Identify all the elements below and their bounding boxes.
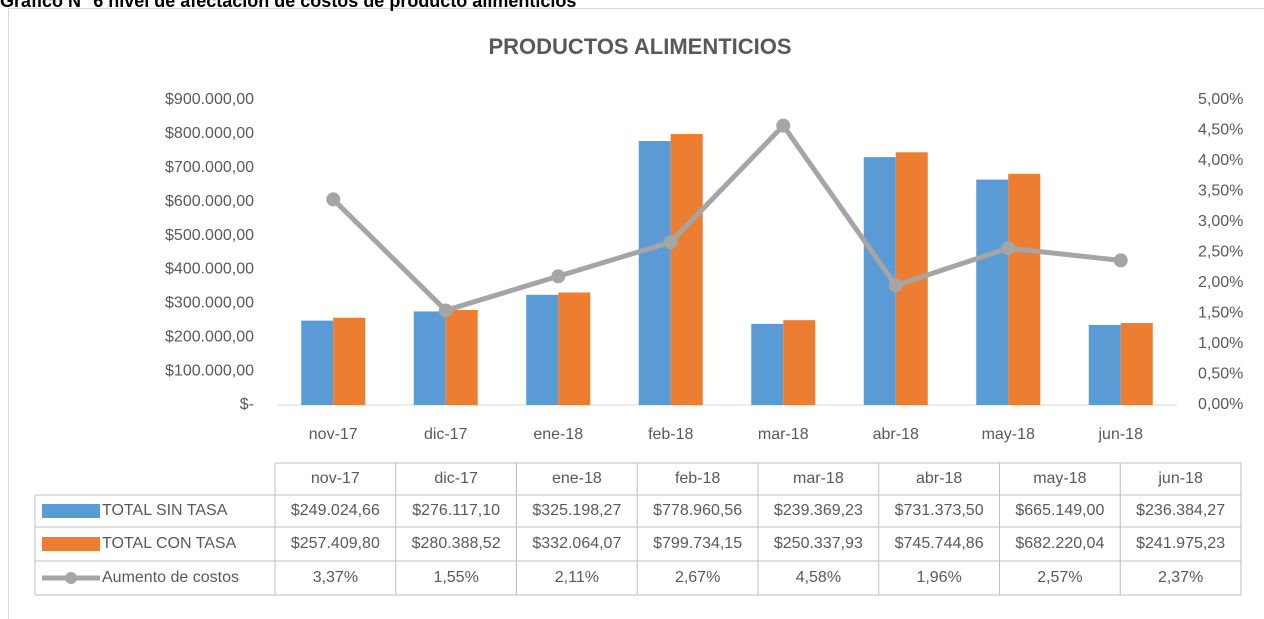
table-cell: $799.734,15 bbox=[653, 535, 742, 552]
y-tick-label: $300.000,00 bbox=[165, 295, 254, 312]
line-marker bbox=[326, 192, 341, 207]
table-cell: $731.373,50 bbox=[895, 502, 984, 519]
table-cell: $236.384,27 bbox=[1136, 502, 1225, 519]
y2-tick-label: 4,00% bbox=[1198, 152, 1243, 169]
y-tick-label: $100.000,00 bbox=[165, 362, 254, 379]
line-marker bbox=[663, 235, 678, 250]
bar bbox=[751, 323, 784, 405]
table-cell: 2,37% bbox=[1158, 569, 1203, 586]
table-header: feb-18 bbox=[675, 470, 720, 487]
chart-title: PRODUCTOS ALIMENTICIOS bbox=[488, 34, 791, 59]
table-cell: $249.024,66 bbox=[291, 502, 380, 519]
table-cell: 1,96% bbox=[916, 569, 961, 586]
bar bbox=[638, 141, 671, 405]
line-marker bbox=[551, 269, 566, 284]
y2-tick-label: 4,50% bbox=[1198, 122, 1243, 139]
line-series bbox=[331, 123, 1122, 313]
x-tick-label: jun-18 bbox=[1098, 426, 1144, 443]
table-cell: $332.064,07 bbox=[532, 535, 621, 552]
legend-label: TOTAL SIN TASA bbox=[102, 502, 228, 519]
bar bbox=[301, 320, 334, 405]
table-header: ene-18 bbox=[552, 470, 602, 487]
table-cell: $778.960,56 bbox=[653, 502, 742, 519]
bar bbox=[445, 309, 478, 405]
table-cell: 3,37% bbox=[313, 569, 358, 586]
line-marker bbox=[776, 118, 791, 133]
table-header: dic-17 bbox=[434, 470, 478, 487]
x-tick-label: ene-18 bbox=[533, 426, 583, 443]
y-tick-label: $- bbox=[240, 396, 254, 413]
table-cell: 4,58% bbox=[796, 569, 841, 586]
legend-label: TOTAL CON TASA bbox=[102, 535, 237, 552]
bar bbox=[1008, 173, 1041, 405]
table-cell: $665.149,00 bbox=[1015, 502, 1104, 519]
table-cell: $250.337,93 bbox=[774, 535, 863, 552]
y2-tick-label: 3,00% bbox=[1198, 213, 1243, 230]
table-cell: 1,55% bbox=[433, 569, 478, 586]
y2-tick-label: 0,00% bbox=[1198, 396, 1243, 413]
y-tick-label: $700.000,00 bbox=[165, 159, 254, 176]
line-marker bbox=[438, 303, 453, 318]
y-tick-label: $400.000,00 bbox=[165, 261, 254, 278]
bar bbox=[558, 292, 591, 405]
line-marker bbox=[888, 278, 903, 293]
y2-tick-label: 5,00% bbox=[1198, 91, 1243, 108]
y2-tick-label: 1,50% bbox=[1198, 305, 1243, 322]
caption: Gráfico N° 6 nivel de afectación de cost… bbox=[0, 0, 576, 11]
x-tick-label: abr-18 bbox=[873, 426, 919, 443]
y2-tick-label: 0,50% bbox=[1198, 366, 1243, 383]
y2-tick-label: 1,00% bbox=[1198, 335, 1243, 352]
bar bbox=[1088, 324, 1121, 405]
table-cell: 2,67% bbox=[675, 569, 720, 586]
line-marker bbox=[1001, 241, 1016, 256]
legend-label: Aumento de costos bbox=[102, 569, 239, 586]
bar bbox=[783, 320, 816, 405]
x-tick-label: may-18 bbox=[982, 426, 1035, 443]
table-cell: $325.198,27 bbox=[532, 502, 621, 519]
y2-tick-label: 3,50% bbox=[1198, 183, 1243, 200]
table-cell: 2,11% bbox=[555, 569, 599, 586]
y-tick-label: $900.000,00 bbox=[165, 91, 254, 108]
x-tick-label: mar-18 bbox=[758, 426, 809, 443]
chart-frame bbox=[8, 8, 1264, 619]
table-cell: $682.220,04 bbox=[1015, 535, 1104, 552]
table-header: jun-18 bbox=[1157, 470, 1203, 487]
table-header: mar-18 bbox=[793, 470, 844, 487]
x-tick-label: dic-17 bbox=[424, 426, 468, 443]
legend-marker bbox=[65, 572, 77, 584]
table-header: nov-17 bbox=[311, 470, 360, 487]
table-header: may-18 bbox=[1033, 470, 1086, 487]
bar bbox=[670, 133, 703, 405]
y2-tick-label: 2,00% bbox=[1198, 274, 1243, 291]
y-tick-label: $500.000,00 bbox=[165, 227, 254, 244]
bar bbox=[413, 311, 446, 405]
bar bbox=[976, 179, 1009, 405]
bar bbox=[1120, 322, 1153, 405]
x-tick-label: nov-17 bbox=[309, 426, 358, 443]
bar bbox=[526, 294, 559, 405]
table-header: abr-18 bbox=[916, 470, 962, 487]
legend-swatch bbox=[42, 537, 100, 551]
line-marker bbox=[1113, 253, 1128, 268]
table-cell: $276.117,10 bbox=[412, 502, 500, 519]
y2-tick-label: 2,50% bbox=[1198, 244, 1243, 261]
table-cell: $280.388,52 bbox=[412, 535, 501, 552]
y-tick-label: $800.000,00 bbox=[165, 125, 254, 142]
x-tick-label: feb-18 bbox=[648, 426, 693, 443]
table-cell: $239.369,23 bbox=[774, 502, 863, 519]
y-tick-label: $600.000,00 bbox=[165, 193, 254, 210]
table-cell: $745.744,86 bbox=[895, 535, 984, 552]
table-cell: $257.409,80 bbox=[291, 535, 380, 552]
bar bbox=[333, 317, 366, 405]
table-cell: 2,57% bbox=[1037, 569, 1082, 586]
legend-swatch bbox=[42, 504, 100, 518]
y-tick-label: $200.000,00 bbox=[165, 328, 254, 345]
table-cell: $241.975,23 bbox=[1136, 535, 1225, 552]
